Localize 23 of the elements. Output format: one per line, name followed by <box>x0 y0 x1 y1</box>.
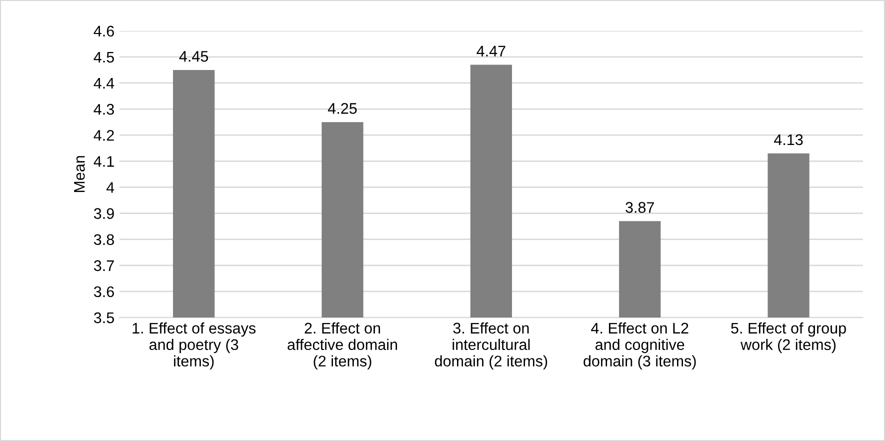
data-label: 4.47 <box>476 46 506 56</box>
data-label: 4.25 <box>328 103 357 114</box>
y-tick-label: 4.2 <box>94 130 114 141</box>
y-tick-label: 3.9 <box>94 208 114 219</box>
x-tick-label: 1. Effect of essays and poetry (3 items) <box>132 322 256 370</box>
x-tick-label: 3. Effect on intercultural domain (2 items) <box>434 322 548 370</box>
y-tick-label: 4.3 <box>94 104 114 115</box>
data-label: 4.13 <box>774 134 803 146</box>
y-tick-label: 3.7 <box>94 260 114 272</box>
y-tick-label: 4.4 <box>94 78 114 89</box>
y-tick-label: 3.6 <box>94 286 114 298</box>
x-tick-label: 5. Effect of group work (2 items) <box>731 322 846 354</box>
y-tick-label: 4 <box>106 182 114 193</box>
x-tick-label: 2. Effect on affective domain (2 items) <box>288 322 397 370</box>
y-tick-label: 3.8 <box>94 234 114 246</box>
y-tick-label: 4.1 <box>94 156 114 167</box>
data-label: 3.87 <box>626 202 654 213</box>
y-tick-label: 4.6 <box>94 26 114 37</box>
x-tick-label: 4. Effect on L2 and cognitive domain (3 items) <box>584 322 696 370</box>
y-tick-label: 3.5 <box>94 312 114 324</box>
y-tick-label: 4.5 <box>94 52 114 63</box>
data-label: 4.45 <box>179 51 208 62</box>
y-axis-title: Mean <box>74 156 85 192</box>
